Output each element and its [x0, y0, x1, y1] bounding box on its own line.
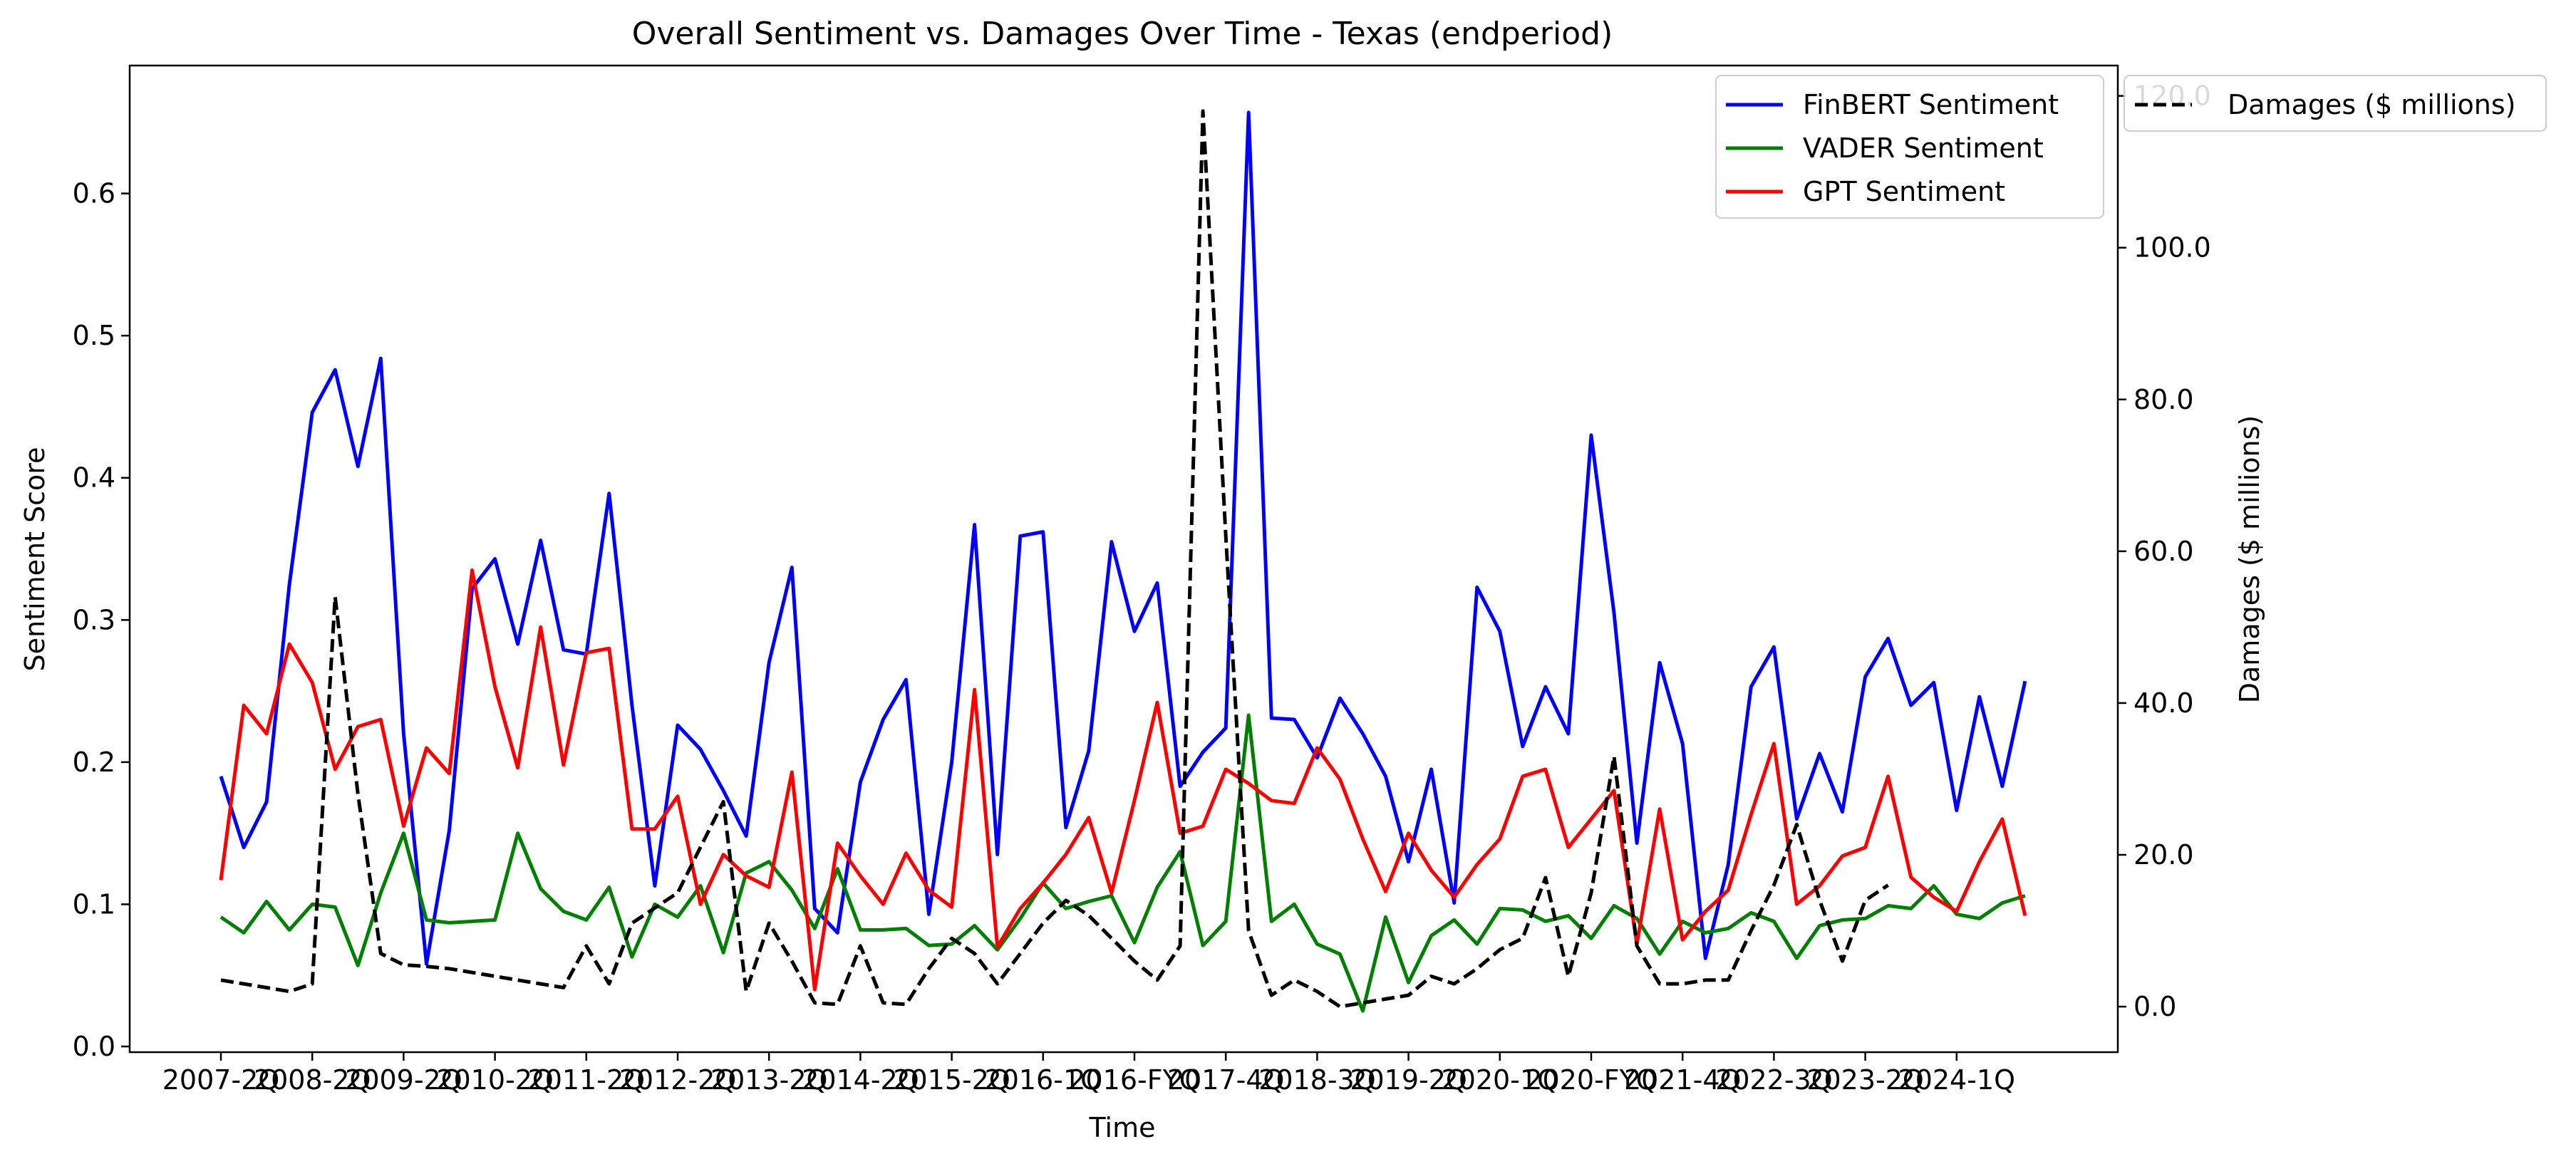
x-tick-label: 2020-1Q — [1442, 1064, 1559, 1096]
x-tick-label: 2015-2Q — [893, 1064, 1010, 1096]
x-tick-label: 2011-2Q — [528, 1064, 646, 1096]
legend-sentiment: FinBERT Sentiment VADER Sentiment GPT Se… — [1715, 75, 2104, 219]
legend-damages: Damages ($ millions) — [2124, 75, 2547, 132]
x-tick-label: 2007-2Q — [162, 1064, 280, 1096]
legend-label-vader: VADER Sentiment — [1803, 132, 2044, 164]
x-tick-label: 2023-2Q — [1806, 1064, 1924, 1096]
x-axis-label: Time — [1089, 1112, 1156, 1143]
x-tick-label: 2012-2Q — [619, 1064, 737, 1096]
legend-label-gpt: GPT Sentiment — [1803, 176, 2005, 207]
y2-tick-label: 0.0 — [2133, 991, 2176, 1022]
series-layer — [219, 109, 2027, 1013]
x-tick-label: 2016-FYQ — [1068, 1064, 1200, 1096]
plot-area: 0.0 0.1 0.2 0.3 0.4 0.5 0.6 0.0 20.0 40.0 60.0 80.… — [73, 64, 2211, 1096]
y2-tick-label: 80.0 — [2133, 384, 2194, 415]
chart-title: Overall Sentiment vs. Damages Over Time … — [632, 16, 1613, 52]
x-tick-label: 2009-2Q — [345, 1064, 462, 1096]
series-line-vader-sentiment — [219, 713, 2026, 1013]
legend-frame — [1715, 75, 2104, 219]
x-tick-label: 2008-2Q — [254, 1064, 371, 1096]
y2-axis-label: Damages ($ millions) — [2234, 415, 2265, 704]
x-tick-label: 2019-2Q — [1350, 1064, 1467, 1096]
x-tick-label: 2022-3Q — [1715, 1064, 1833, 1096]
x-tick-label: 2016-1Q — [985, 1064, 1102, 1096]
x-tick-label: 2024-1Q — [1898, 1064, 2016, 1096]
x-axis: 2007-2Q2008-2Q2009-2Q2010-2Q2011-2Q2012-… — [162, 1052, 2015, 1096]
y-axis-left: 0.0 0.1 0.2 0.3 0.4 0.5 0.6 — [73, 178, 130, 1062]
y-tick-label: 0.2 — [73, 747, 115, 778]
x-tick-label: 2018-3Q — [1258, 1064, 1376, 1096]
y-tick-label: 0.1 — [73, 888, 115, 920]
y2-tick-label: 100.0 — [2133, 232, 2211, 264]
x-tick-label: 2014-2Q — [802, 1064, 919, 1096]
y-axis-label: Sentiment Score — [19, 447, 51, 672]
y-tick-label: 0.4 — [73, 462, 115, 494]
x-tick-label: 2020-FYQ — [1525, 1064, 1657, 1096]
y2-tick-label: 40.0 — [2133, 687, 2194, 719]
y-tick-label: 0.0 — [73, 1031, 115, 1062]
y-tick-label: 0.5 — [73, 320, 115, 351]
y2-tick-label: 60.0 — [2133, 536, 2194, 567]
series-line-finbert-sentiment — [219, 110, 2027, 966]
x-tick-label: 2017-4Q — [1167, 1064, 1285, 1096]
x-tick-label: 2010-2Q — [436, 1064, 554, 1096]
y2-tick-label: 20.0 — [2133, 839, 2194, 871]
series-line-gpt-sentiment — [219, 568, 2027, 992]
series-line-damages-millions — [220, 109, 1889, 1009]
legend-frame — [2124, 75, 2547, 132]
x-tick-label: 2021-4Q — [1624, 1064, 1742, 1096]
plot-frame — [128, 64, 2119, 1054]
legend-label-damages: Damages ($ millions) — [2228, 89, 2516, 120]
legend-label-finbert: FinBERT Sentiment — [1803, 89, 2059, 120]
y-tick-label: 0.3 — [73, 604, 115, 635]
y-tick-label: 0.6 — [73, 178, 115, 209]
x-tick-label: 2013-2Q — [710, 1064, 828, 1096]
